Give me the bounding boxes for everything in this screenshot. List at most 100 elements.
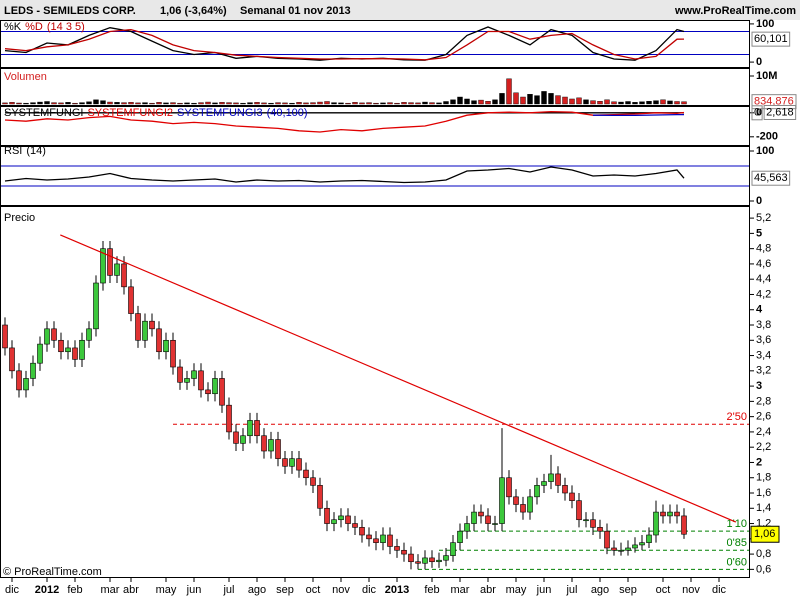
volume-bar [156,102,162,105]
volume-bar [226,102,232,105]
volume-bar [331,102,337,105]
candle-body [240,435,246,444]
y-tick-label: 3,2 [756,365,771,377]
volume-bar [212,102,218,105]
candle-body [373,538,379,543]
candle-body [338,515,344,521]
volume-bar [44,101,50,105]
candle-body [114,263,120,276]
volume-bar [184,102,190,105]
current-label: 834,876 [754,96,794,108]
candle-body [303,469,309,479]
volume-bar [513,92,519,105]
candle-body [345,515,351,524]
volume-bar [37,101,43,105]
candle-body [450,542,456,556]
candle-body [569,492,575,501]
y-tick-label: 0 [756,107,762,119]
candle-body [464,523,470,532]
candle-body [625,547,631,551]
last-box [750,525,780,543]
series-line [4,110,685,133]
x-tick-label: may [506,584,527,596]
volume-bar [198,102,204,105]
candle-body [520,504,526,513]
volume-bar [261,102,267,105]
volume-bar [541,91,547,105]
volume-label: Volumen [4,71,47,83]
y-tick-label: 5,2 [756,212,771,224]
current-box [751,105,763,121]
legend-entry: SYSTEMFUNGI2 [87,107,173,119]
volume-bar [121,102,127,105]
candle-body [142,320,148,341]
candle-body [485,515,491,524]
x-tick-label: oct [656,584,671,596]
candle-body [191,370,197,379]
period: Semanal 01 nov 2013 [240,5,351,17]
x-tick-label: dic [5,584,20,596]
y-tick-label: 5 [756,227,762,239]
volume-bar [618,101,624,105]
candle-body [198,370,204,391]
copyright: © ProRealTime.com [3,566,102,578]
volume-bar [366,102,372,105]
volume-bar [296,102,302,105]
x-tick-label: 2013 [385,584,409,596]
candle-body [156,328,162,353]
x-tick-label: jun [536,584,552,596]
candle-body [436,559,442,563]
candle-body [86,328,92,341]
candle-body [618,549,624,552]
candle-body [352,523,358,528]
current-box [751,31,791,47]
x-tick-label: feb [424,584,439,596]
candle-body [541,481,547,486]
y-tick-label: 2,4 [756,426,771,438]
y-tick-label: 1,4 [756,502,771,514]
legend-entry: RSI [4,145,22,157]
x-tick-label: dic [362,584,377,596]
x-tick-label: ago [248,584,266,596]
volume-bar [324,101,330,105]
volume-bar [100,100,106,105]
candle-body [415,561,421,564]
candle-body [37,343,43,364]
x-tick-label: may [156,584,177,596]
volume-bar [527,93,533,105]
volume-bar [72,102,78,105]
volume-bar [135,102,141,105]
x-tick-label: sep [619,584,637,596]
volume-bar [667,100,673,105]
y-tick-label: 0 [756,195,762,207]
volume-bar [590,100,596,105]
candle-body [394,546,400,551]
level-label: 0'85 [727,537,747,549]
candle-body [58,339,64,353]
x-tick-label: mar [451,584,470,596]
candle-body [527,496,533,513]
volume-bar [380,102,386,105]
y-tick-label: 100 [756,18,774,30]
volume-bar [338,102,344,105]
volume-bar [247,102,253,105]
y-tick-label: 4,2 [756,288,771,300]
candle-body [422,557,428,564]
candle-body [387,534,393,547]
y-tick-label: 2,8 [756,395,771,407]
legend-entry: SYSTEMFUNGI [4,107,83,119]
stoch-panel [0,20,750,68]
y-tick-label: 0 [756,56,762,68]
volume-bar [569,98,575,105]
volume-bar [303,102,309,105]
candle-body [380,534,386,543]
current-label: 2,618 [766,106,794,118]
volume-bar [373,102,379,105]
candle-body [23,378,29,391]
volume-bar [30,102,36,105]
candle-body [548,473,554,482]
candle-body [268,439,274,452]
y-tick-label: 2,6 [756,411,771,423]
candle-body [597,527,603,532]
y-tick-label: 3,6 [756,334,771,346]
